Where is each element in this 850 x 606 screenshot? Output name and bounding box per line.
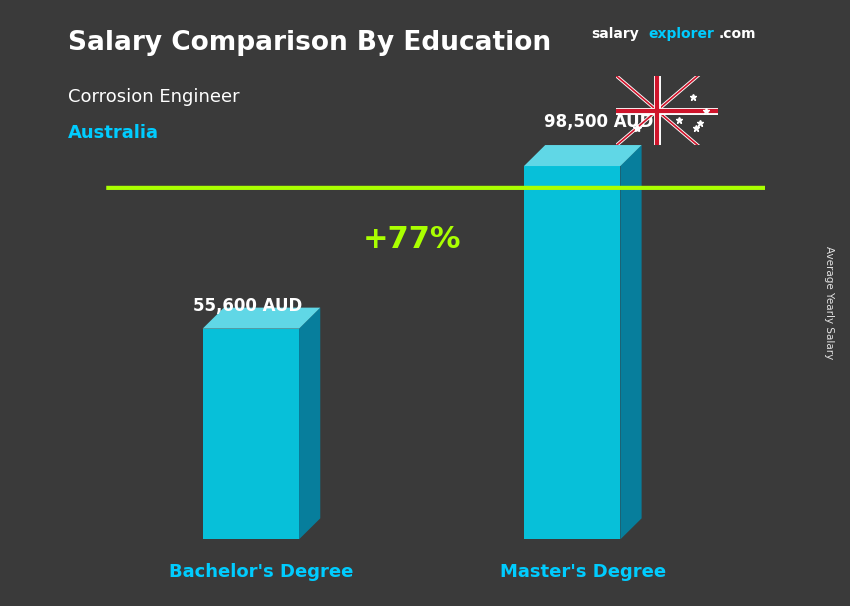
Polygon shape <box>524 145 642 166</box>
Text: 55,600 AUD: 55,600 AUD <box>193 296 303 315</box>
Text: Australia: Australia <box>68 124 159 142</box>
Text: 98,500 AUD: 98,500 AUD <box>544 113 654 131</box>
Text: explorer: explorer <box>649 27 714 41</box>
Text: Salary Comparison By Education: Salary Comparison By Education <box>68 30 551 56</box>
Text: +77%: +77% <box>362 225 461 254</box>
Polygon shape <box>524 166 620 539</box>
Polygon shape <box>202 328 299 539</box>
Polygon shape <box>202 308 320 328</box>
Text: .com: .com <box>719 27 756 41</box>
Polygon shape <box>299 308 320 539</box>
Text: Master's Degree: Master's Degree <box>500 562 666 581</box>
Text: Bachelor's Degree: Bachelor's Degree <box>169 562 354 581</box>
Text: salary: salary <box>591 27 638 41</box>
Text: Corrosion Engineer: Corrosion Engineer <box>68 88 240 106</box>
Text: Average Yearly Salary: Average Yearly Salary <box>824 247 834 359</box>
Polygon shape <box>620 145 642 539</box>
